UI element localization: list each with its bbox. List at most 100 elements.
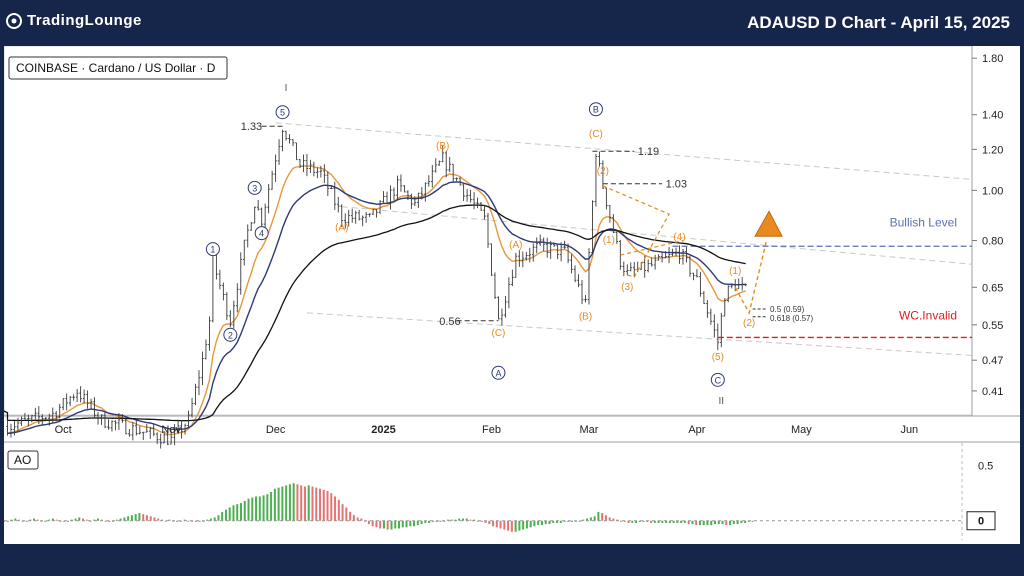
candle[interactable] bbox=[410, 193, 413, 209]
candle[interactable] bbox=[664, 251, 667, 259]
candle[interactable] bbox=[281, 129, 284, 152]
candle[interactable] bbox=[138, 425, 142, 435]
candle[interactable] bbox=[674, 247, 678, 257]
candle[interactable] bbox=[406, 190, 410, 201]
candle[interactable] bbox=[20, 416, 23, 427]
candle[interactable] bbox=[437, 160, 441, 166]
candle[interactable] bbox=[47, 413, 51, 426]
candle[interactable] bbox=[556, 244, 559, 260]
candle[interactable] bbox=[713, 314, 716, 338]
candle[interactable] bbox=[535, 237, 539, 254]
candle[interactable] bbox=[229, 310, 232, 328]
candle[interactable] bbox=[622, 261, 626, 277]
candle[interactable] bbox=[458, 176, 462, 186]
candle[interactable] bbox=[580, 280, 584, 305]
candle[interactable] bbox=[719, 312, 723, 348]
candle[interactable] bbox=[629, 262, 633, 272]
candle[interactable] bbox=[364, 211, 368, 223]
candle[interactable] bbox=[587, 248, 591, 305]
candle[interactable] bbox=[455, 177, 458, 182]
candle[interactable] bbox=[190, 397, 194, 418]
candle[interactable] bbox=[385, 191, 389, 205]
candle[interactable] bbox=[208, 316, 211, 351]
candle[interactable] bbox=[141, 431, 145, 441]
candle[interactable] bbox=[176, 419, 180, 435]
candle[interactable] bbox=[232, 300, 236, 329]
candle[interactable] bbox=[462, 184, 465, 202]
candle[interactable] bbox=[476, 197, 479, 209]
candle[interactable] bbox=[316, 167, 319, 179]
candle[interactable] bbox=[253, 206, 257, 224]
candle[interactable] bbox=[340, 204, 344, 227]
candle[interactable] bbox=[448, 156, 451, 173]
candle[interactable] bbox=[58, 403, 62, 419]
candle[interactable] bbox=[469, 189, 472, 203]
candle[interactable] bbox=[657, 254, 660, 261]
candle[interactable] bbox=[323, 164, 326, 184]
candle[interactable] bbox=[162, 431, 166, 444]
candle[interactable] bbox=[222, 282, 225, 301]
candle[interactable] bbox=[525, 251, 528, 261]
candle[interactable] bbox=[427, 175, 431, 187]
candle[interactable] bbox=[723, 298, 727, 317]
candle[interactable] bbox=[685, 246, 688, 263]
candle[interactable] bbox=[577, 274, 580, 288]
candle[interactable] bbox=[330, 185, 333, 190]
candle[interactable] bbox=[444, 150, 448, 178]
candle[interactable] bbox=[730, 283, 734, 289]
candle[interactable] bbox=[521, 251, 525, 268]
candle[interactable] bbox=[107, 419, 110, 430]
candle[interactable] bbox=[256, 199, 260, 211]
candle[interactable] bbox=[497, 296, 500, 320]
candle[interactable] bbox=[68, 396, 72, 407]
candle[interactable] bbox=[187, 410, 190, 429]
candle[interactable] bbox=[319, 165, 323, 178]
candle[interactable] bbox=[110, 420, 114, 432]
candle[interactable] bbox=[298, 158, 302, 168]
candle[interactable] bbox=[472, 192, 476, 210]
candle[interactable] bbox=[135, 418, 138, 436]
candle[interactable] bbox=[382, 191, 385, 203]
candle[interactable] bbox=[117, 413, 121, 430]
candle[interactable] bbox=[152, 423, 156, 437]
candle[interactable] bbox=[608, 204, 612, 223]
candle[interactable] bbox=[493, 272, 497, 299]
candle[interactable] bbox=[511, 269, 514, 287]
candle[interactable] bbox=[570, 254, 573, 274]
candle[interactable] bbox=[441, 145, 445, 163]
candle[interactable] bbox=[681, 249, 685, 265]
candle[interactable] bbox=[121, 414, 124, 423]
candle[interactable] bbox=[424, 182, 427, 202]
candle[interactable] bbox=[302, 154, 305, 173]
candle[interactable] bbox=[166, 427, 169, 446]
candle[interactable] bbox=[82, 389, 86, 404]
candle[interactable] bbox=[103, 411, 107, 429]
candle[interactable] bbox=[737, 278, 741, 290]
candle[interactable] bbox=[413, 196, 417, 206]
candle[interactable] bbox=[180, 420, 183, 439]
candle[interactable] bbox=[23, 412, 27, 420]
candle[interactable] bbox=[361, 215, 364, 227]
candle[interactable] bbox=[396, 175, 399, 200]
candle[interactable] bbox=[354, 210, 357, 224]
candle[interactable] bbox=[218, 269, 222, 290]
candle[interactable] bbox=[357, 209, 361, 221]
candle[interactable] bbox=[30, 414, 34, 423]
candle[interactable] bbox=[145, 424, 149, 433]
candle[interactable] bbox=[584, 294, 587, 303]
candle[interactable] bbox=[650, 257, 653, 267]
candle[interactable] bbox=[483, 205, 486, 220]
candle[interactable] bbox=[451, 163, 455, 183]
candle[interactable] bbox=[100, 414, 103, 425]
candle[interactable] bbox=[531, 243, 535, 262]
candle[interactable] bbox=[706, 300, 709, 318]
candle[interactable] bbox=[378, 200, 382, 214]
candle[interactable] bbox=[288, 134, 291, 144]
chart-canvas[interactable]: 1.33 1.19 1.03 0.56 0.5 (0.59)0.618 (0.57) Bu… bbox=[4, 46, 1020, 544]
candle[interactable] bbox=[479, 201, 483, 211]
candle[interactable] bbox=[343, 213, 347, 229]
candle[interactable] bbox=[194, 383, 197, 406]
candle[interactable] bbox=[312, 161, 316, 177]
candle[interactable] bbox=[65, 393, 68, 411]
candle[interactable] bbox=[420, 187, 424, 200]
